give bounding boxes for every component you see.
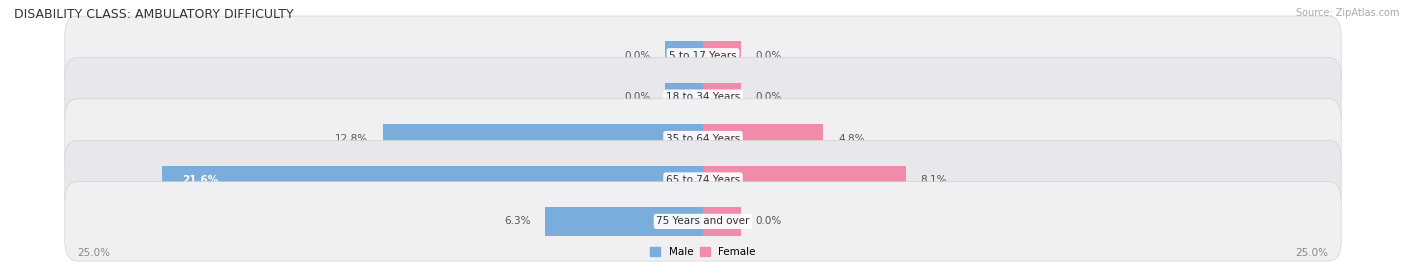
Text: 18 to 34 Years: 18 to 34 Years: [666, 92, 740, 102]
FancyBboxPatch shape: [65, 140, 1341, 220]
Text: 5 to 17 Years: 5 to 17 Years: [669, 51, 737, 61]
Text: 21.6%: 21.6%: [183, 175, 219, 185]
FancyBboxPatch shape: [65, 99, 1341, 178]
Bar: [703, 207, 741, 236]
Text: 8.1%: 8.1%: [921, 175, 948, 185]
Text: Source: ZipAtlas.com: Source: ZipAtlas.com: [1295, 8, 1399, 18]
Bar: [382, 124, 703, 153]
Text: 0.0%: 0.0%: [755, 51, 782, 61]
Text: 25.0%: 25.0%: [1296, 248, 1329, 258]
Bar: [546, 207, 703, 236]
Bar: [703, 124, 823, 153]
Text: 4.8%: 4.8%: [838, 133, 865, 144]
Text: DISABILITY CLASS: AMBULATORY DIFFICULTY: DISABILITY CLASS: AMBULATORY DIFFICULTY: [14, 8, 294, 21]
Text: 12.8%: 12.8%: [335, 133, 367, 144]
Text: 75 Years and over: 75 Years and over: [657, 216, 749, 226]
Text: 6.3%: 6.3%: [503, 216, 530, 226]
Text: 0.0%: 0.0%: [755, 216, 782, 226]
Bar: [703, 165, 905, 194]
Bar: [703, 83, 741, 112]
Bar: [703, 41, 741, 70]
Bar: [665, 41, 703, 70]
FancyBboxPatch shape: [65, 16, 1341, 95]
FancyBboxPatch shape: [65, 182, 1341, 261]
Text: 0.0%: 0.0%: [624, 51, 651, 61]
Bar: [665, 83, 703, 112]
Text: 25.0%: 25.0%: [77, 248, 110, 258]
FancyBboxPatch shape: [65, 57, 1341, 137]
Legend: Male, Female: Male, Female: [645, 243, 761, 261]
Text: 0.0%: 0.0%: [755, 92, 782, 102]
Bar: [163, 165, 703, 194]
Text: 0.0%: 0.0%: [624, 92, 651, 102]
Text: 65 to 74 Years: 65 to 74 Years: [666, 175, 740, 185]
Text: 35 to 64 Years: 35 to 64 Years: [666, 133, 740, 144]
